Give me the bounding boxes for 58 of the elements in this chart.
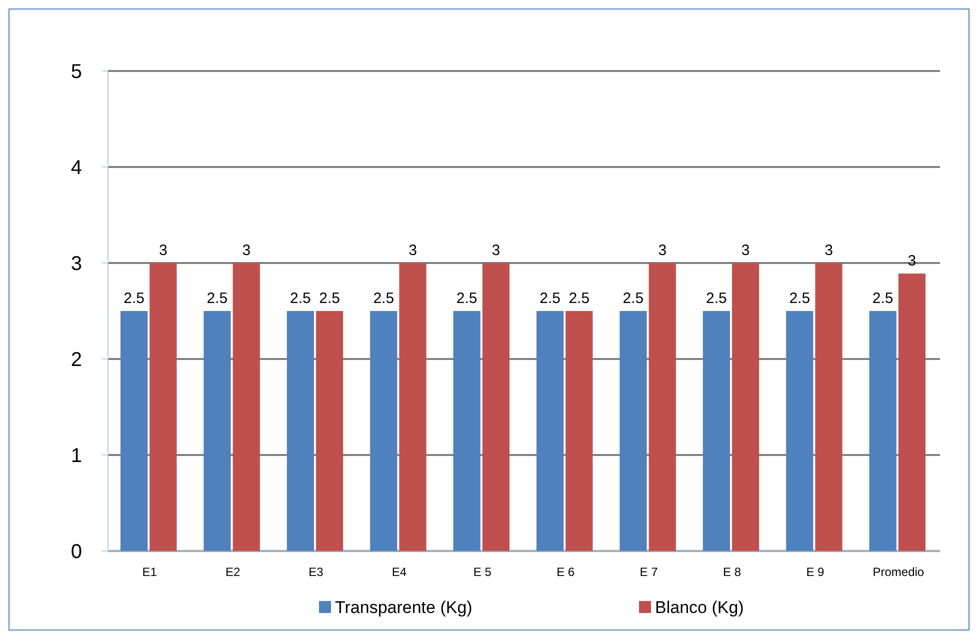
bar <box>482 263 510 551</box>
x-tick-label: E1 <box>142 565 158 579</box>
x-tick-label: E4 <box>392 565 407 579</box>
bar <box>316 311 344 551</box>
y-tick-label: 1 <box>70 445 82 467</box>
x-tick-label: E 9 <box>806 565 825 579</box>
y-tick-label: 5 <box>70 61 82 83</box>
data-label: 2.5 <box>706 290 727 307</box>
data-label: 2.5 <box>568 290 590 307</box>
bar <box>620 311 647 551</box>
x-tick-label: E3 <box>308 565 324 579</box>
data-label: 2.5 <box>206 290 228 307</box>
bar <box>869 311 896 551</box>
data-label: 2.5 <box>290 290 311 307</box>
bar <box>648 263 676 551</box>
data-label: 2.5 <box>319 290 340 307</box>
data-label: 2.5 <box>373 290 394 307</box>
bar <box>399 263 426 551</box>
bar <box>566 311 593 551</box>
x-tick-label: E 6 <box>556 565 575 579</box>
y-tick-label: 0 <box>70 541 82 563</box>
data-label: 3 <box>408 242 417 259</box>
y-tick-label: 4 <box>70 157 82 179</box>
bar <box>815 263 842 551</box>
x-tick-label: E 7 <box>640 565 658 579</box>
bar <box>453 311 480 551</box>
bar <box>702 311 730 551</box>
data-label: 2.5 <box>872 290 894 307</box>
bar <box>786 311 814 551</box>
data-label: 2.5 <box>789 290 810 307</box>
data-label: 3 <box>658 242 667 259</box>
y-tick-label: 2 <box>70 349 82 371</box>
data-label: 2.5 <box>456 290 478 307</box>
legend-label: Blanco (Kg) <box>655 598 744 617</box>
x-tick-label: E 8 <box>722 565 742 579</box>
data-label: 3 <box>242 242 251 259</box>
bar <box>286 311 314 551</box>
bar <box>150 263 177 551</box>
data-label: 2.5 <box>124 290 144 307</box>
bar <box>536 311 564 551</box>
x-tick-label: Promedio <box>872 565 924 579</box>
bar <box>232 263 260 551</box>
data-label: 3 <box>741 242 750 259</box>
bar <box>120 311 148 551</box>
x-tick-label: E 5 <box>473 565 492 579</box>
data-label: 3 <box>492 242 500 259</box>
bar <box>898 274 926 551</box>
bar <box>732 263 760 551</box>
data-label: 3 <box>908 252 916 270</box>
x-tick-label: E2 <box>225 565 240 579</box>
bar <box>370 311 398 551</box>
data-label: 2.5 <box>622 290 644 307</box>
data-label: 3 <box>824 242 833 259</box>
y-tick-label: 3 <box>70 253 82 275</box>
data-label: 2.5 <box>540 290 560 307</box>
bar <box>204 311 231 551</box>
legend-label: Transparente (Kg) <box>335 598 472 617</box>
data-label: 3 <box>158 242 168 259</box>
